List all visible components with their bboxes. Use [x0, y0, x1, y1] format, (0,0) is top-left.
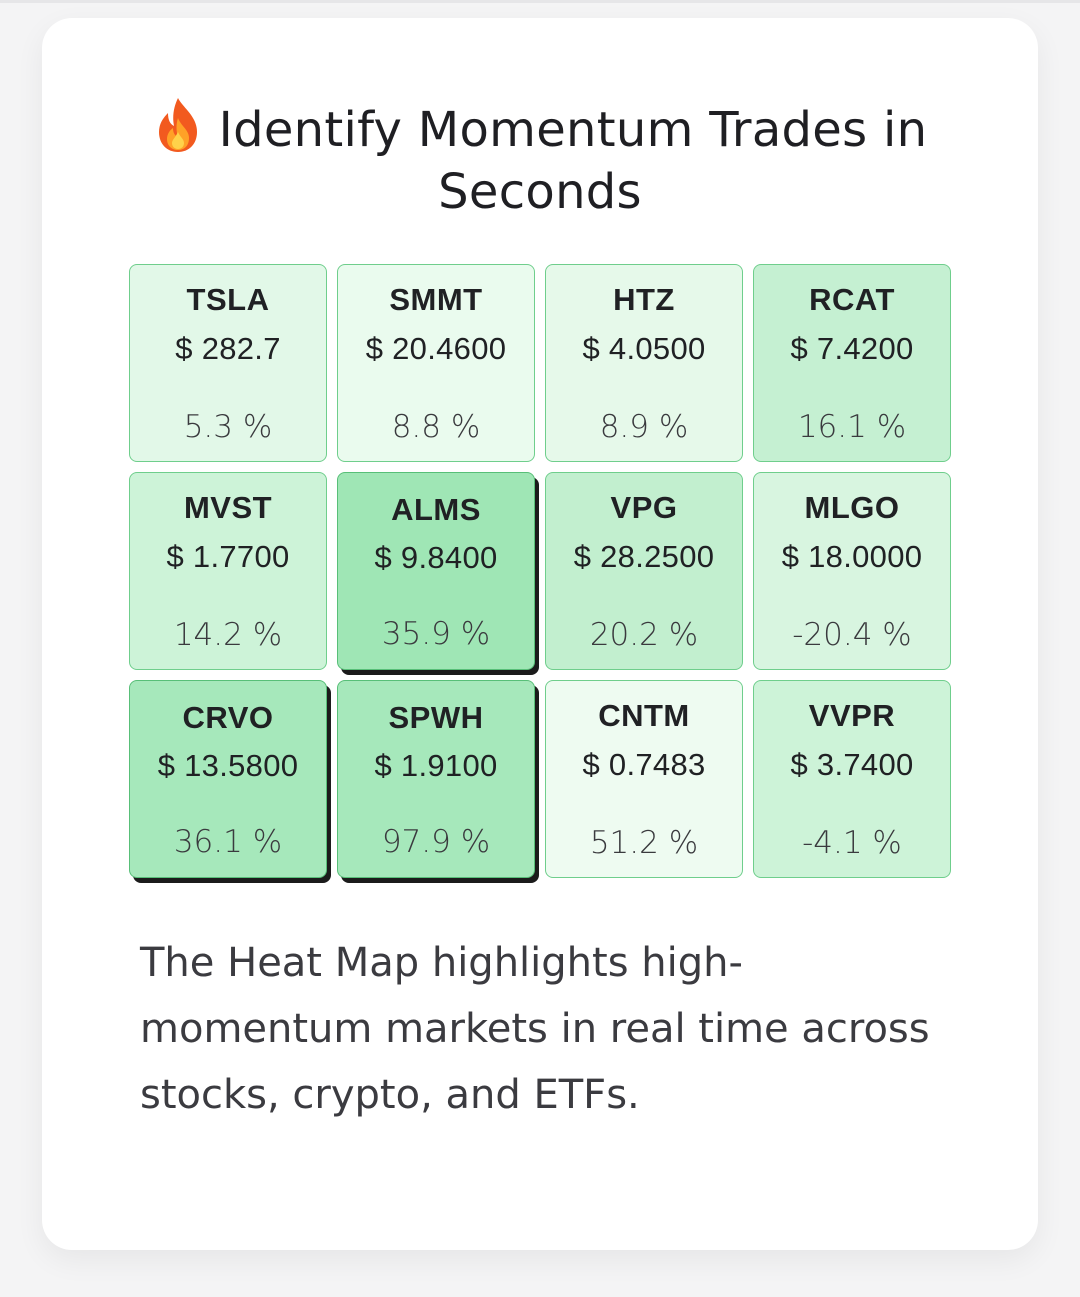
ticker-price: $ 20.4600	[365, 331, 507, 366]
ticker-symbol: RCAT	[809, 282, 895, 317]
ticker-change-percent: -20.4 %	[792, 617, 912, 653]
ticker-change-percent: 51.2 %	[589, 825, 699, 861]
ticker-symbol: VPG	[610, 490, 678, 525]
ticker-price: $ 3.7400	[790, 747, 914, 782]
ticker-symbol: MLGO	[804, 490, 900, 525]
heat-map-grid: TSLA $ 282.7 5.3 % SMMT $ 20.4600 8.8 % HTZ $ 4…	[129, 264, 953, 878]
ticker-change-percent: 5.3 %	[183, 409, 273, 445]
heatmap-tile-alms[interactable]: ALMS $ 9.8400 35.9 %	[337, 472, 535, 670]
heatmap-tile-htz[interactable]: HTZ $ 4.0500 8.9 %	[545, 264, 743, 462]
ticker-symbol: SPWH	[388, 700, 484, 735]
ticker-change-percent: 8.8 %	[391, 409, 481, 445]
heatmap-tile-crvo[interactable]: CRVO $ 13.5800 36.1 %	[129, 680, 327, 878]
ticker-change-percent: 35.9 %	[381, 616, 491, 652]
heatmap-tile-tsla[interactable]: TSLA $ 282.7 5.3 %	[129, 264, 327, 462]
heatmap-tile-vpg[interactable]: VPG $ 28.2500 20.2 %	[545, 472, 743, 670]
ticker-symbol: SMMT	[389, 282, 483, 317]
ticker-change-percent: 8.9 %	[599, 409, 689, 445]
ticker-price: $ 18.0000	[781, 539, 923, 574]
ticker-change-percent: -4.1 %	[802, 825, 902, 861]
card-title-text: Identify Momentum Trades in Seconds	[218, 102, 928, 220]
heatmap-tile-cntm[interactable]: CNTM $ 0.7483 51.2 %	[545, 680, 743, 878]
card-title: Identify Momentum Trades in Seconds	[102, 96, 978, 223]
heatmap-tile-rcat[interactable]: RCAT $ 7.4200 16.1 %	[753, 264, 951, 462]
ticker-price: $ 1.9100	[374, 748, 498, 783]
ticker-price: $ 7.4200	[790, 331, 914, 366]
ticker-price: $ 4.0500	[582, 331, 706, 366]
feature-card: Identify Momentum Trades in Seconds TSLA…	[42, 18, 1038, 1250]
ticker-symbol: TSLA	[186, 282, 270, 317]
heatmap-tile-mlgo[interactable]: MLGO $ 18.0000 -20.4 %	[753, 472, 951, 670]
ticker-change-percent: 14.2 %	[173, 617, 283, 653]
ticker-symbol: CRVO	[182, 700, 274, 735]
heatmap-tile-mvst[interactable]: MVST $ 1.7700 14.2 %	[129, 472, 327, 670]
heatmap-tile-vvpr[interactable]: VVPR $ 3.7400 -4.1 %	[753, 680, 951, 878]
ticker-price: $ 282.7	[175, 331, 281, 366]
ticker-change-percent: 36.1 %	[173, 824, 283, 860]
ticker-symbol: VVPR	[808, 698, 896, 733]
ticker-symbol: HTZ	[613, 282, 675, 317]
ticker-price: $ 28.2500	[573, 539, 715, 574]
ticker-symbol: MVST	[183, 490, 273, 525]
ticker-price: $ 0.7483	[582, 747, 706, 782]
ticker-price: $ 13.5800	[157, 748, 299, 783]
ticker-price: $ 1.7700	[166, 539, 290, 574]
ticker-symbol: CNTM	[598, 698, 690, 733]
description-text: The Heat Map highlights high-momentum ma…	[140, 940, 930, 1118]
ticker-change-percent: 97.9 %	[381, 824, 491, 860]
top-divider	[0, 0, 1080, 3]
ticker-change-percent: 16.1 %	[797, 409, 907, 445]
ticker-symbol: ALMS	[391, 492, 481, 527]
heatmap-tile-spwh[interactable]: SPWH $ 1.9100 97.9 %	[337, 680, 535, 878]
fire-icon	[158, 98, 197, 152]
ticker-price: $ 9.8400	[374, 540, 498, 575]
ticker-change-percent: 20.2 %	[589, 617, 699, 653]
heatmap-tile-smmt[interactable]: SMMT $ 20.4600 8.8 %	[337, 264, 535, 462]
